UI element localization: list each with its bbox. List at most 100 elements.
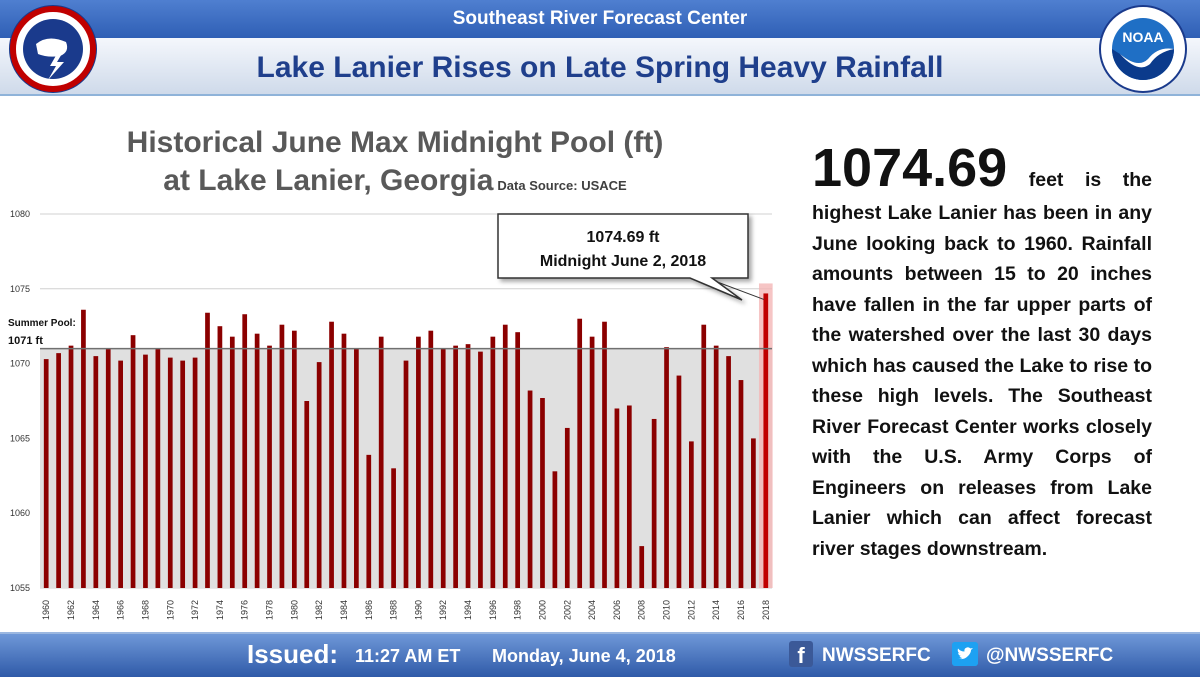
y-tick-label: 1055 bbox=[10, 583, 30, 593]
header-title: Southeast River Forecast Center bbox=[452, 8, 748, 29]
bar-1967 bbox=[130, 335, 136, 588]
x-tick-label: 2016 bbox=[736, 600, 746, 620]
x-tick-label: 1964 bbox=[91, 600, 101, 620]
x-tick-label: 1996 bbox=[488, 600, 498, 620]
bar-1981 bbox=[304, 401, 310, 588]
x-axis-ticks: 1960 1962 1964 1966 1968 1970 1972 1974 1976 1978… bbox=[41, 600, 771, 620]
x-tick-label: 2014 bbox=[711, 600, 721, 620]
bar-1996 bbox=[490, 336, 496, 588]
bar-2015 bbox=[726, 356, 731, 588]
callout: 1074.69 ft Midnight June 2, 2018 bbox=[497, 213, 749, 301]
bar-1980 bbox=[291, 330, 297, 588]
twitter-icon[interactable] bbox=[952, 642, 978, 666]
summer-pool-label: Summer Pool: bbox=[8, 318, 76, 329]
x-tick-label: 1960 bbox=[41, 600, 51, 620]
chart-title-line2: at Lake Lanier, Georgia bbox=[163, 164, 494, 197]
issued-label: Issued: bbox=[247, 639, 339, 669]
x-tick-label: 2002 bbox=[562, 600, 572, 620]
highlight-number: 1074.69 bbox=[812, 138, 1008, 198]
x-tick-label: 1976 bbox=[240, 600, 250, 620]
x-tick-label: 1980 bbox=[289, 600, 299, 620]
x-tick-label: 1966 bbox=[116, 600, 126, 620]
x-tick-label: 1994 bbox=[463, 600, 473, 620]
noaa-logo-text: NOAA bbox=[1122, 29, 1163, 45]
bar-2017 bbox=[751, 438, 756, 588]
bar-1962 bbox=[68, 345, 74, 588]
nws-logo bbox=[9, 5, 97, 93]
callout-value: 1074.69 ft bbox=[587, 229, 661, 246]
data-source: Data Source: USACE bbox=[497, 178, 627, 193]
chart-title-line1: Historical June Max Midnight Pool (ft) bbox=[126, 126, 664, 159]
x-tick-label: 2018 bbox=[761, 600, 771, 620]
summer-pool-line bbox=[40, 279, 772, 350]
header-band bbox=[0, 0, 1200, 38]
x-tick-label: 1998 bbox=[513, 600, 523, 620]
facebook-handle[interactable]: NWSSERFC bbox=[822, 645, 931, 666]
y-axis-ticks: 1055 1060 1065 1070 1075 1080 bbox=[10, 209, 30, 593]
bar-2018 bbox=[763, 293, 769, 588]
bar-2012 bbox=[688, 441, 694, 588]
bar-1966 bbox=[118, 360, 124, 588]
x-tick-label: 1972 bbox=[190, 600, 200, 620]
bar-1992 bbox=[440, 348, 446, 588]
bar-1972 bbox=[192, 357, 198, 588]
bar-1969 bbox=[155, 348, 161, 588]
bar-1979 bbox=[279, 324, 285, 588]
facebook-icon[interactable]: f bbox=[789, 641, 813, 668]
bar-1976 bbox=[242, 314, 248, 588]
bar-1974 bbox=[217, 326, 223, 588]
y-tick-label: 1070 bbox=[10, 359, 30, 369]
x-tick-label: 1990 bbox=[413, 600, 423, 620]
bar-1997 bbox=[502, 324, 508, 588]
bar-1978 bbox=[267, 345, 272, 588]
x-tick-label: 2006 bbox=[612, 600, 622, 620]
bar-2003 bbox=[577, 318, 583, 588]
callout-pointer bbox=[711, 279, 764, 300]
bar-1973 bbox=[205, 312, 210, 588]
twitter-handle[interactable]: @NWSSERFC bbox=[986, 645, 1114, 666]
bar-1975 bbox=[229, 336, 235, 588]
bar-2016 bbox=[738, 380, 744, 588]
bar-2000 bbox=[540, 398, 545, 588]
bar-2013 bbox=[701, 324, 707, 588]
summary-body: feet is the highest Lake Lanier has been… bbox=[812, 169, 1153, 560]
bar-2005 bbox=[602, 321, 607, 588]
bar-1999 bbox=[527, 390, 533, 588]
bar-1985 bbox=[354, 348, 359, 588]
bar-2004 bbox=[589, 336, 595, 588]
bar-1990 bbox=[416, 336, 421, 588]
y-tick-label: 1060 bbox=[10, 508, 30, 518]
x-tick-label: 1974 bbox=[215, 600, 225, 620]
y-tick-label: 1080 bbox=[10, 209, 30, 219]
bar-2007 bbox=[626, 405, 632, 588]
issued-time: 11:27 AM ET bbox=[355, 646, 461, 666]
bar-1998 bbox=[515, 332, 521, 588]
bar-1961 bbox=[56, 353, 61, 588]
bar-1989 bbox=[403, 360, 409, 588]
bar-1994 bbox=[465, 344, 471, 588]
bar-1968 bbox=[143, 354, 148, 588]
summary-text: 1074.69 feet is the highest Lake Lanier … bbox=[812, 138, 1152, 564]
x-tick-label: 1988 bbox=[389, 600, 399, 620]
footer-band bbox=[0, 632, 1200, 677]
callout-date: Midnight June 2, 2018 bbox=[540, 253, 706, 270]
x-tick-label: 2008 bbox=[637, 600, 647, 620]
title-band bbox=[0, 38, 1200, 96]
bar-2008 bbox=[639, 546, 645, 588]
bar-2002 bbox=[564, 427, 570, 588]
bar-1986 bbox=[366, 454, 372, 588]
bar-2010 bbox=[664, 347, 669, 588]
bar-1983 bbox=[329, 321, 334, 588]
bar-1993 bbox=[453, 345, 458, 588]
bar-1971 bbox=[180, 360, 186, 588]
x-tick-label: 2012 bbox=[686, 600, 696, 620]
bar-2011 bbox=[676, 375, 682, 588]
summer-pool-value: 1071 ft bbox=[8, 335, 43, 347]
chart-bars bbox=[43, 283, 773, 588]
x-tick-label: 1982 bbox=[314, 600, 324, 620]
noaa-logo: NOAA bbox=[1099, 5, 1187, 93]
bar-1982 bbox=[316, 362, 322, 588]
bar-1988 bbox=[391, 468, 396, 588]
x-tick-label: 1970 bbox=[165, 600, 175, 620]
x-tick-label: 1986 bbox=[364, 600, 374, 620]
